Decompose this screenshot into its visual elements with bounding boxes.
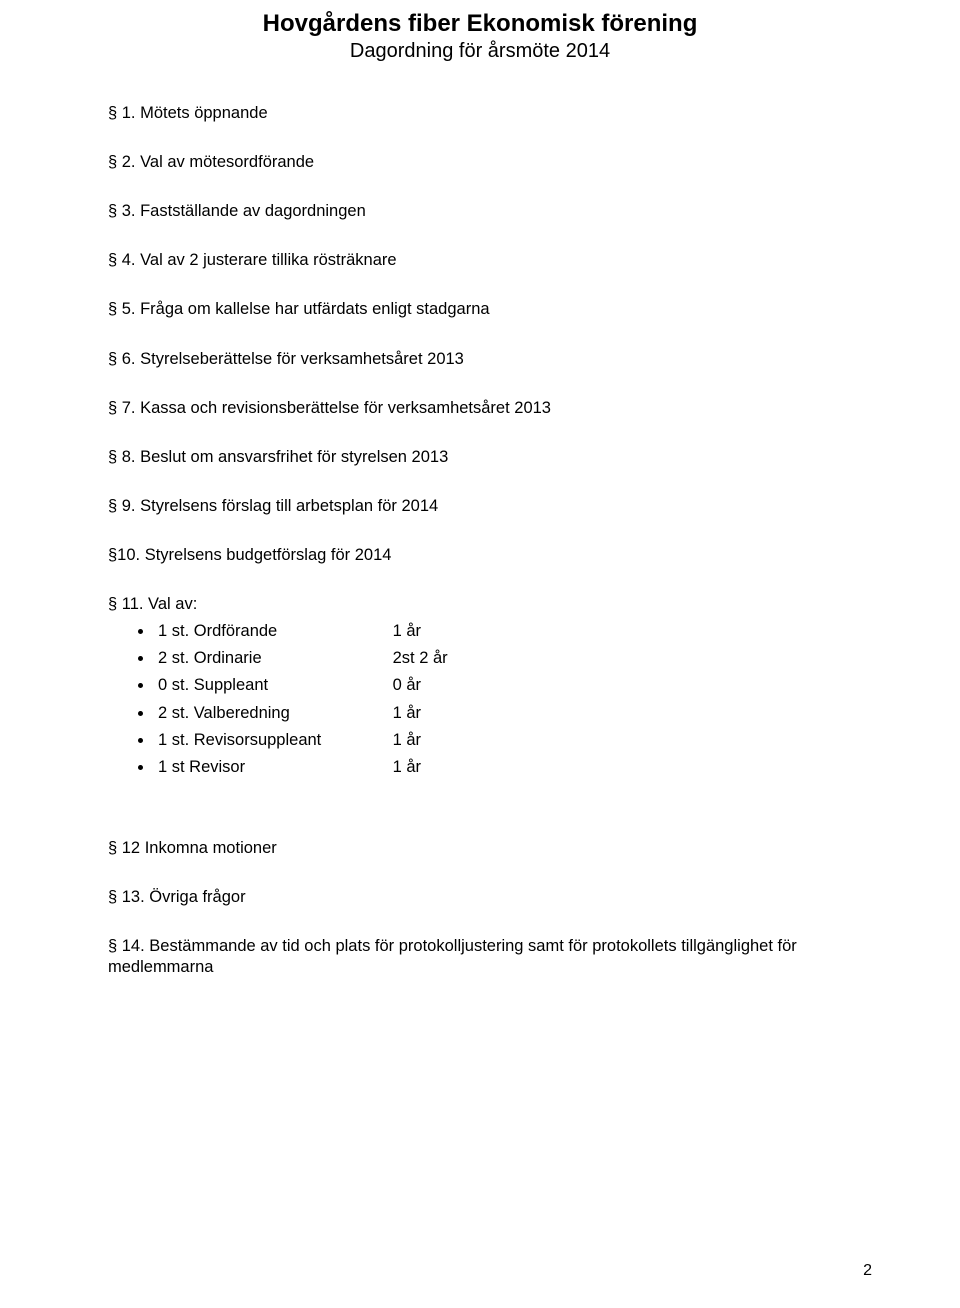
agenda-item: § 7. Kassa och revisionsberättelse för v… <box>108 398 852 419</box>
agenda-item: § 9. Styrelsens förslag till arbetsplan … <box>108 496 852 517</box>
valav-term: 1 år <box>393 621 421 642</box>
agenda-items: § 1. Mötets öppnande § 2. Val av mötesor… <box>108 103 852 978</box>
list-item: 0 st. Suppleant 0 år <box>154 675 852 696</box>
valav-label: 1 st Revisor <box>158 757 388 778</box>
list-item: 1 st. Revisorsuppleant 1 år <box>154 730 852 751</box>
agenda-item: § 8. Beslut om ansvarsfrihet för styrels… <box>108 447 852 468</box>
agenda-item: § 12 Inkomna motioner <box>108 838 852 859</box>
valav-term: 1 år <box>393 730 421 751</box>
valav-term: 1 år <box>393 757 421 778</box>
agenda-item: § 6. Styrelseberättelse för verksamhetså… <box>108 349 852 370</box>
agenda-item: § 1. Mötets öppnande <box>108 103 852 124</box>
doc-subtitle: Dagordning för årsmöte 2014 <box>108 40 852 63</box>
agenda-page: Hovgårdens fiber Ekonomisk förening Dago… <box>0 0 960 1308</box>
valav-term: 2st 2 år <box>393 648 448 669</box>
heading-block: Hovgårdens fiber Ekonomisk förening Dago… <box>108 10 852 63</box>
valav-label: 2 st. Valberedning <box>158 703 388 724</box>
valav-label: 2 st. Ordinarie <box>158 648 388 669</box>
list-item: 2 st. Valberedning 1 år <box>154 703 852 724</box>
valav-label: 1 st. Revisorsuppleant <box>158 730 388 751</box>
valav-list: 1 st. Ordförande 1 år 2 st. Ordinarie 2s… <box>144 621 852 778</box>
agenda-item: § 13. Övriga frågor <box>108 887 852 908</box>
list-item: 1 st Revisor 1 år <box>154 757 852 778</box>
org-title: Hovgårdens fiber Ekonomisk förening <box>108 10 852 38</box>
agenda-item: § 14. Bestämmande av tid och plats för p… <box>108 936 852 978</box>
valav-term: 1 år <box>393 703 421 724</box>
page-number: 2 <box>863 1262 872 1280</box>
agenda-item: §10. Styrelsens budgetförslag för 2014 <box>108 545 852 566</box>
list-item: 1 st. Ordförande 1 år <box>154 621 852 642</box>
list-item: 2 st. Ordinarie 2st 2 år <box>154 648 852 669</box>
agenda-item: § 4. Val av 2 justerare tillika rösträkn… <box>108 250 852 271</box>
agenda-item: § 3. Fastställande av dagordningen <box>108 201 852 222</box>
agenda-item: § 2. Val av mötesordförande <box>108 152 852 173</box>
valav-label: 1 st. Ordförande <box>158 621 388 642</box>
valav-label: 0 st. Suppleant <box>158 675 388 696</box>
agenda-item-valav: § 11. Val av: <box>108 594 852 615</box>
agenda-item: § 5. Fråga om kallelse har utfärdats enl… <box>108 299 852 320</box>
valav-term: 0 år <box>393 675 421 696</box>
